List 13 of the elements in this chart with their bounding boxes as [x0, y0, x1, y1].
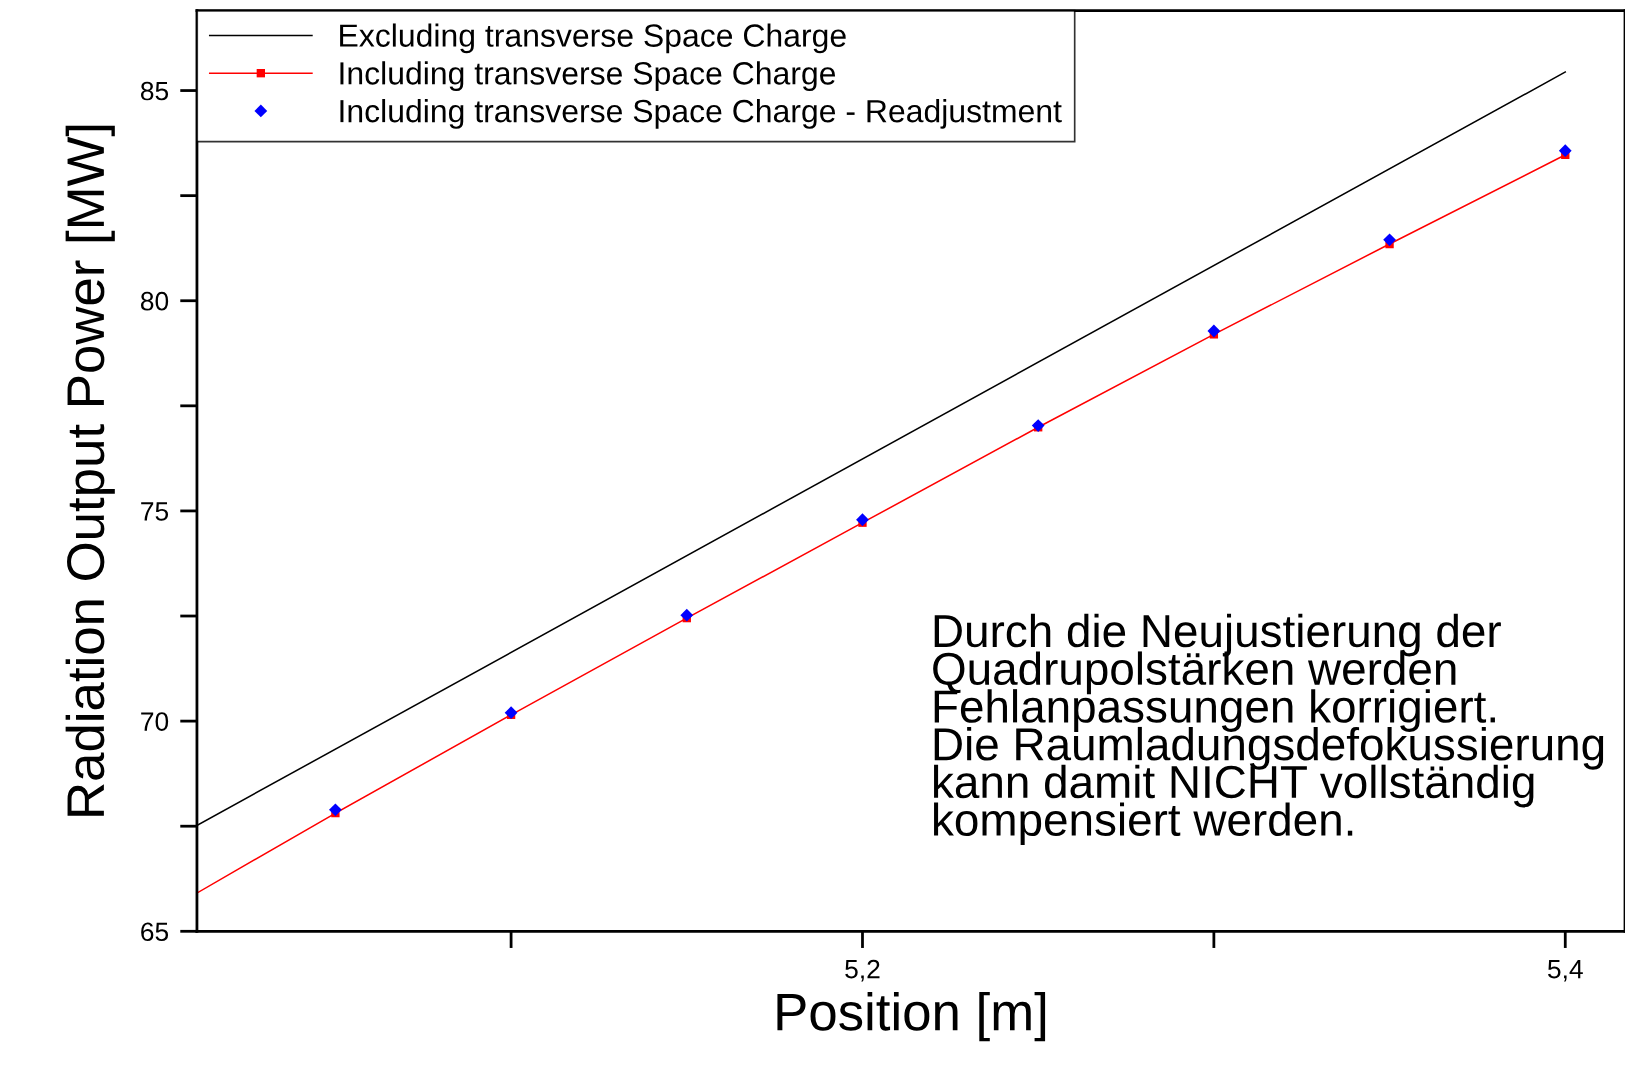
x-tick-label: 5,4 [1547, 960, 1583, 982]
y-tick-label: 80 [140, 291, 169, 311]
legend-label: Excluding transverse Space Charge [340, 23, 846, 54]
legend-label: Including transverse Space Charge - Readjustment [340, 98, 1062, 129]
x-axis-title: Position [m] [777, 992, 1046, 1042]
y-tick-label: 75 [141, 502, 169, 521]
annotation: Durch die Neujustierung der Quadrupolstärken werden Fehlanpassungen korrigiert. Die Raumladungsdefokussierung kann damit NICHT vollständig kompensiert werden. [933, 613, 1604, 846]
y-tick-label: 65 [141, 922, 169, 942]
y-tick-label: 85 [140, 81, 169, 101]
y-axis-title: Radiation Output Power [MW] [65, 125, 115, 816]
legend-label: Including transverse Space Charge [340, 61, 836, 91]
x-tick-label: 5,2 [845, 959, 880, 982]
y-tick-label: 70 [141, 712, 169, 731]
